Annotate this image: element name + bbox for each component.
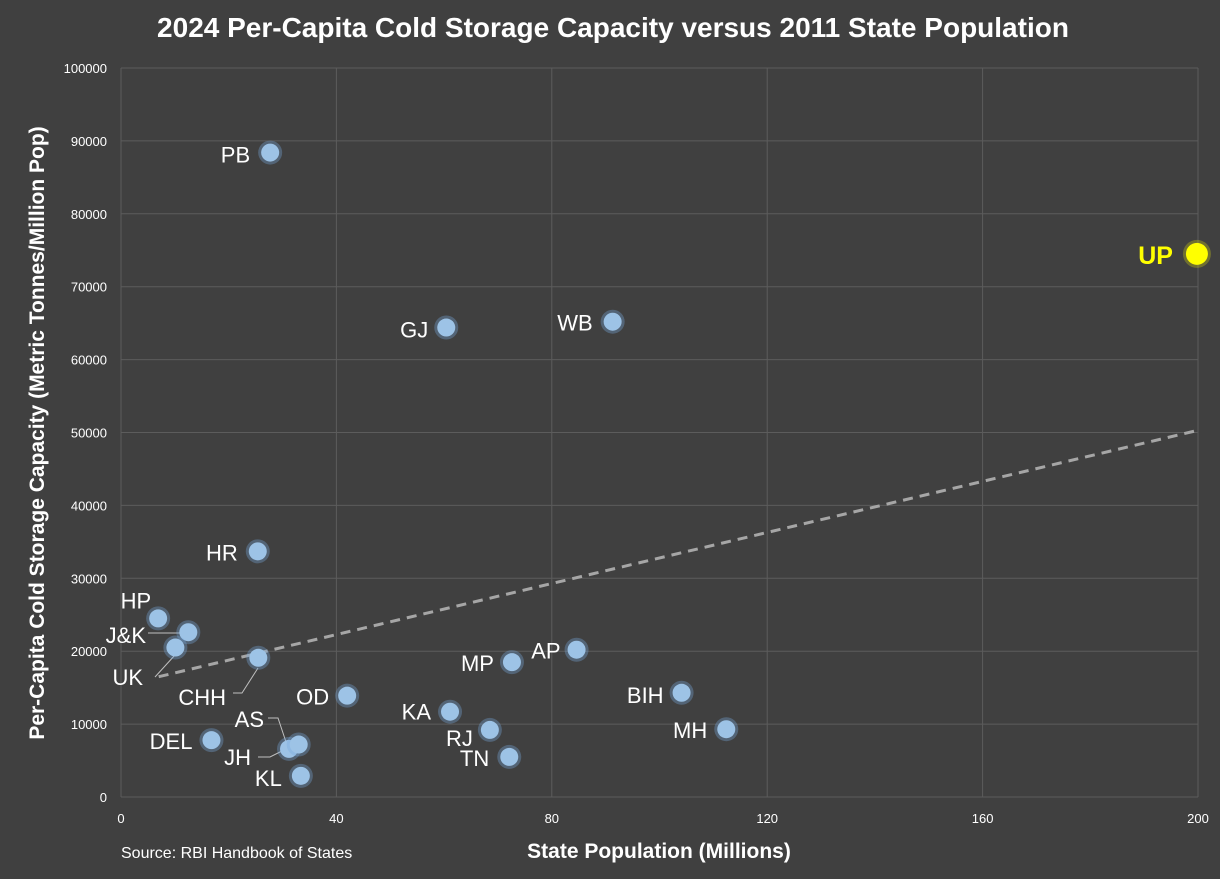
- x-axis-ticks: 0 40 80 120 160 200: [117, 811, 1208, 826]
- label-jk: J&K: [106, 623, 147, 648]
- point-pb: [261, 143, 280, 162]
- label-pb: PB: [221, 143, 250, 168]
- point-bih: [672, 683, 691, 702]
- point-kl: [291, 766, 310, 785]
- y-tick-label: 40000: [71, 498, 107, 513]
- y-tick-label: 0: [100, 790, 107, 805]
- y-tick-label: 90000: [71, 134, 107, 149]
- chart-title: 2024 Per-Capita Cold Storage Capacity ve…: [157, 12, 1069, 43]
- point-tn: [500, 747, 519, 766]
- label-hp: HP: [121, 588, 152, 613]
- point-del: [202, 731, 221, 750]
- x-tick-label: 160: [972, 811, 994, 826]
- x-tick-label: 120: [756, 811, 778, 826]
- point-mh: [717, 720, 736, 739]
- point-wb: [603, 312, 622, 331]
- label-wb: WB: [557, 311, 592, 336]
- label-tn: TN: [460, 746, 489, 771]
- data-points: [146, 140, 1211, 788]
- point-labels: PB UP GJ WB HR HP J&K UK CHH AP MP OD BIH KA RJ MH DEL AS…: [106, 143, 1173, 791]
- label-up: UP: [1138, 242, 1173, 270]
- point-hr: [248, 542, 267, 561]
- point-hp: [149, 609, 168, 628]
- y-tick-label: 100000: [64, 61, 107, 76]
- point-gj: [437, 318, 456, 337]
- trendline: [158, 428, 1199, 679]
- label-uk: UK: [112, 665, 143, 690]
- x-tick-label: 80: [545, 811, 559, 826]
- gridlines: [120, 67, 1199, 798]
- x-axis-title: State Population (Millions): [527, 840, 791, 863]
- x-tick-label: 40: [329, 811, 343, 826]
- y-tick-label: 20000: [71, 644, 107, 659]
- point-rj: [480, 720, 499, 739]
- label-kl: KL: [255, 766, 282, 791]
- label-rj: RJ: [446, 726, 473, 751]
- point-jk: [179, 623, 198, 642]
- label-ka: KA: [402, 700, 432, 725]
- point-uk: [166, 638, 185, 657]
- point-up: [1185, 242, 1208, 265]
- y-tick-label: 70000: [71, 280, 107, 295]
- label-chh: CHH: [178, 685, 226, 710]
- trendline-group: [158, 428, 1199, 679]
- point-jh: [289, 735, 308, 754]
- y-tick-label: 10000: [71, 717, 107, 732]
- label-od: OD: [296, 685, 329, 710]
- point-mp: [502, 653, 521, 672]
- y-axis-title: Per-Capita Cold Storage Capacity (Metric…: [26, 126, 49, 739]
- y-axis-ticks: 0 10000 20000 30000 40000 50000 60000 70000 8000…: [64, 61, 107, 805]
- y-tick-label: 60000: [71, 353, 107, 368]
- point-ap: [567, 640, 586, 659]
- point-od: [338, 686, 357, 705]
- x-tick-label: 0: [117, 811, 124, 826]
- label-as: AS: [235, 707, 264, 732]
- x-tick-label: 200: [1187, 811, 1209, 826]
- leader-uk: [154, 654, 176, 678]
- label-mh: MH: [673, 718, 707, 743]
- label-del: DEL: [150, 729, 193, 754]
- label-ap: AP: [531, 639, 560, 664]
- label-jh: JH: [224, 745, 251, 770]
- y-tick-label: 50000: [71, 426, 107, 441]
- label-bih: BIH: [627, 683, 664, 708]
- label-hr: HR: [206, 540, 238, 565]
- label-mp: MP: [461, 651, 494, 676]
- leader-as: [268, 717, 288, 746]
- source-note: Source: RBI Handbook of States: [121, 845, 352, 862]
- point-chh: [249, 648, 268, 667]
- y-tick-label: 80000: [71, 207, 107, 222]
- leader-chh: [233, 667, 259, 694]
- label-gj: GJ: [400, 318, 428, 343]
- point-ka: [441, 702, 460, 721]
- y-tick-label: 30000: [71, 571, 107, 586]
